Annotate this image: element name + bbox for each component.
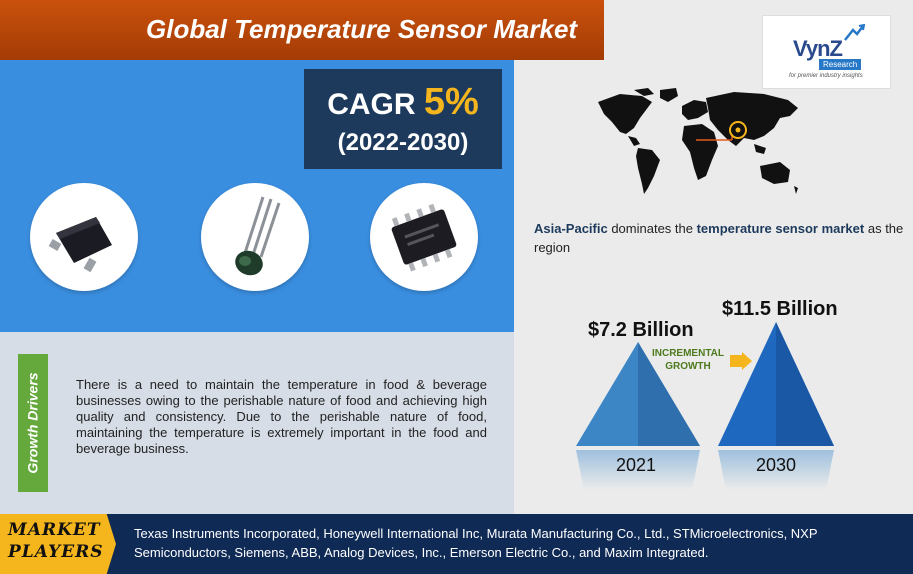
growth-drivers-bar (18, 354, 48, 492)
incremental-line1: INCREMENTAL (651, 348, 725, 359)
region-market: temperature sensor market (696, 221, 865, 236)
market-players-list: Texas Instruments Incorporated, Honeywel… (134, 526, 818, 560)
page-title: Global Temperature Sensor Market (146, 14, 578, 44)
location-pin-icon (729, 121, 747, 139)
pyramid-2030 (718, 322, 834, 490)
region-name: Asia-Pacific (534, 221, 608, 236)
region-statement: Asia-Pacific dominates the temperature s… (534, 219, 904, 257)
market-players-line2: PLAYERS (8, 542, 104, 562)
footer (0, 514, 913, 574)
logo-spark-icon (844, 24, 865, 41)
value-2021: $7.2 Billion (588, 319, 694, 341)
cagr-value: 5% (423, 81, 479, 123)
lower-left-panel (0, 332, 514, 514)
title-banner (0, 0, 604, 60)
growth-arrow-icon (730, 352, 752, 370)
logo-badge: Research (819, 59, 862, 70)
world-map-icon (598, 88, 798, 194)
soic-chip-icon (391, 203, 457, 272)
year-2021: 2021 (615, 455, 657, 475)
sensor-sot23-image (30, 183, 138, 291)
growth-drivers-label-wrap: Growth Drivers (18, 354, 48, 492)
incremental-growth-label: INCREMENTAL GROWTH (648, 347, 728, 373)
sensor-soic-image (370, 183, 478, 291)
cagr-label: CAGR (327, 88, 416, 121)
cagr-line: CAGR 5% (304, 81, 502, 124)
cagr-period: (2022-2030) (337, 129, 469, 156)
logo-tagline: for premier industry insights (789, 73, 863, 79)
growth-drivers-text: There is a need to maintain the temperat… (76, 377, 487, 456)
logo-name: VynZ (793, 36, 843, 61)
market-players-label: MARKET PLAYERS (8, 519, 104, 563)
market-players-badge (0, 514, 116, 574)
logo: VynZ Research for premier industry insig… (762, 15, 891, 89)
sot23-chip-icon (48, 217, 112, 273)
year-2030: 2030 (755, 455, 797, 475)
region-tail: as the region (534, 221, 904, 255)
sensor-to92-image (201, 183, 309, 291)
pyramid-2021 (576, 342, 700, 490)
market-size-pyramids (576, 322, 834, 490)
region-mid: dominates the (607, 221, 697, 236)
market-players-line1: MARKET (8, 520, 101, 540)
to92-transistor-icon (235, 196, 281, 276)
cagr-box: CAGR 5% (2022-2030) (304, 69, 502, 169)
value-2030: $11.5 Billion (722, 298, 838, 320)
growth-drivers-label: Growth Drivers (25, 372, 42, 474)
incremental-line2: GROWTH (665, 361, 711, 372)
